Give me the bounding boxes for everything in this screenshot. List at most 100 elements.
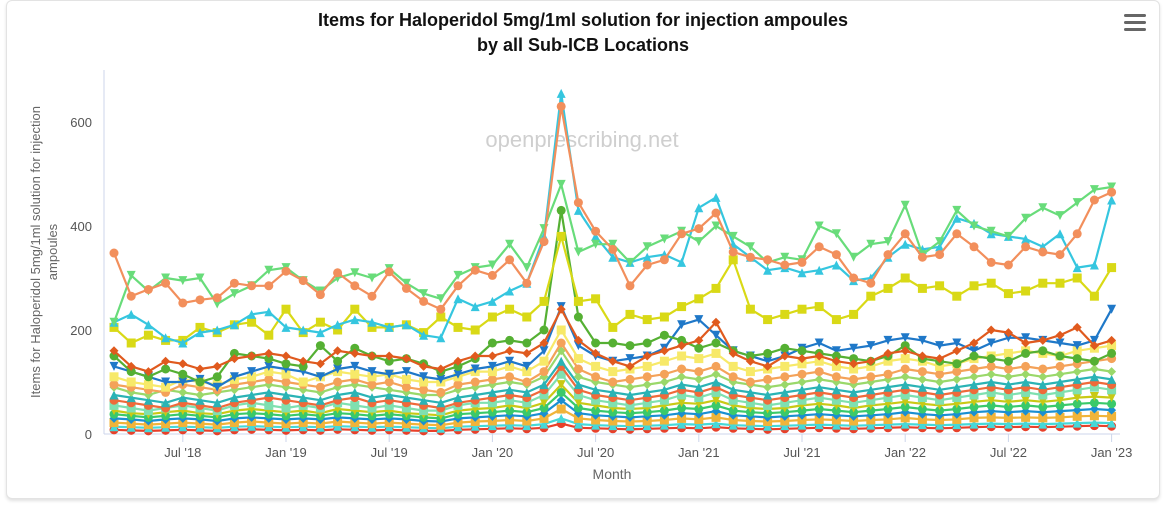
data-point[interactable] [969,390,979,400]
data-point[interactable] [900,200,910,210]
data-point[interactable] [384,267,394,277]
data-point[interactable] [573,247,583,257]
data-point[interactable] [780,387,790,397]
data-point[interactable] [642,361,652,371]
data-point[interactable] [487,312,497,322]
data-point[interactable] [866,385,876,395]
data-point[interactable] [436,398,446,408]
data-point[interactable] [917,382,927,392]
data-point[interactable] [126,361,136,371]
data-point[interactable] [1089,185,1099,195]
data-point[interactable] [367,380,377,390]
data-point[interactable] [195,395,205,405]
data-point[interactable] [487,338,497,348]
data-point[interactable] [952,338,962,348]
data-point[interactable] [470,302,480,312]
data-point[interactable] [694,382,704,392]
data-point[interactable] [745,387,755,397]
data-point[interactable] [1055,351,1065,361]
data-point[interactable] [797,304,807,314]
data-point[interactable] [763,348,773,358]
data-point[interactable] [711,419,721,429]
data-point[interactable] [883,250,893,260]
data-point[interactable] [487,351,497,361]
data-point[interactable] [711,369,721,379]
data-point[interactable] [814,420,824,430]
data-point[interactable] [625,361,635,371]
data-point[interactable] [556,369,566,379]
data-point[interactable] [831,406,841,416]
data-point[interactable] [780,416,790,426]
data-point[interactable] [917,393,927,403]
data-point[interactable] [522,338,532,348]
data-point[interactable] [1107,405,1117,415]
data-point[interactable] [659,420,669,430]
data-point[interactable] [1055,361,1065,371]
data-point[interactable] [384,351,394,361]
data-point[interactable] [935,341,945,351]
data-point[interactable] [677,229,687,239]
data-point[interactable] [608,322,618,332]
data-point[interactable] [436,294,446,304]
data-point[interactable] [780,372,790,382]
data-point[interactable] [625,341,635,351]
data-point[interactable] [1038,203,1048,213]
data-point[interactable] [952,213,962,223]
data-point[interactable] [642,398,652,408]
data-point[interactable] [522,398,532,408]
data-point[interactable] [728,395,738,405]
hamburger-icon[interactable] [1124,14,1146,32]
data-point[interactable] [1089,411,1099,421]
data-point[interactable] [1055,250,1065,260]
data-point[interactable] [470,351,480,361]
data-point[interactable] [539,346,549,356]
data-point[interactable] [659,255,669,265]
data-point[interactable] [315,317,325,327]
data-point[interactable] [797,415,807,425]
data-point[interactable] [797,420,807,430]
data-point[interactable] [229,278,239,288]
data-point[interactable] [608,338,618,348]
data-point[interactable] [677,398,687,408]
data-point[interactable] [556,325,566,335]
data-point[interactable] [797,268,807,278]
data-point[interactable] [831,229,841,239]
data-point[interactable] [866,372,876,382]
data-point[interactable] [935,377,945,387]
data-point[interactable] [1055,338,1065,348]
data-point[interactable] [659,406,669,416]
data-point[interactable] [195,295,205,305]
data-point[interactable] [487,387,497,397]
data-point[interactable] [143,330,153,340]
data-point[interactable] [780,421,790,431]
data-point[interactable] [1055,412,1065,422]
data-point[interactable] [539,356,549,366]
data-point[interactable] [814,356,824,366]
data-point[interactable] [470,421,480,431]
data-point[interactable] [505,304,515,314]
data-point[interactable] [539,419,549,429]
data-point[interactable] [969,397,979,407]
data-point[interactable] [797,406,807,416]
data-point[interactable] [298,377,308,387]
data-point[interactable] [797,359,807,369]
data-point[interactable] [883,356,893,366]
data-point[interactable] [1107,418,1117,428]
data-point[interactable] [677,341,687,351]
data-point[interactable] [728,415,738,425]
data-point[interactable] [849,374,859,384]
data-point[interactable] [986,361,996,371]
data-point[interactable] [281,304,291,314]
data-point[interactable] [401,278,411,288]
data-point[interactable] [711,395,721,405]
data-point[interactable] [1055,229,1065,239]
data-point[interactable] [831,415,841,425]
data-point[interactable] [763,400,773,410]
data-point[interactable] [522,416,532,426]
data-point[interactable] [711,338,721,348]
data-point[interactable] [161,398,171,408]
data-point[interactable] [556,205,566,215]
data-point[interactable] [935,406,945,416]
data-point[interactable] [453,270,463,280]
data-point[interactable] [694,335,704,345]
